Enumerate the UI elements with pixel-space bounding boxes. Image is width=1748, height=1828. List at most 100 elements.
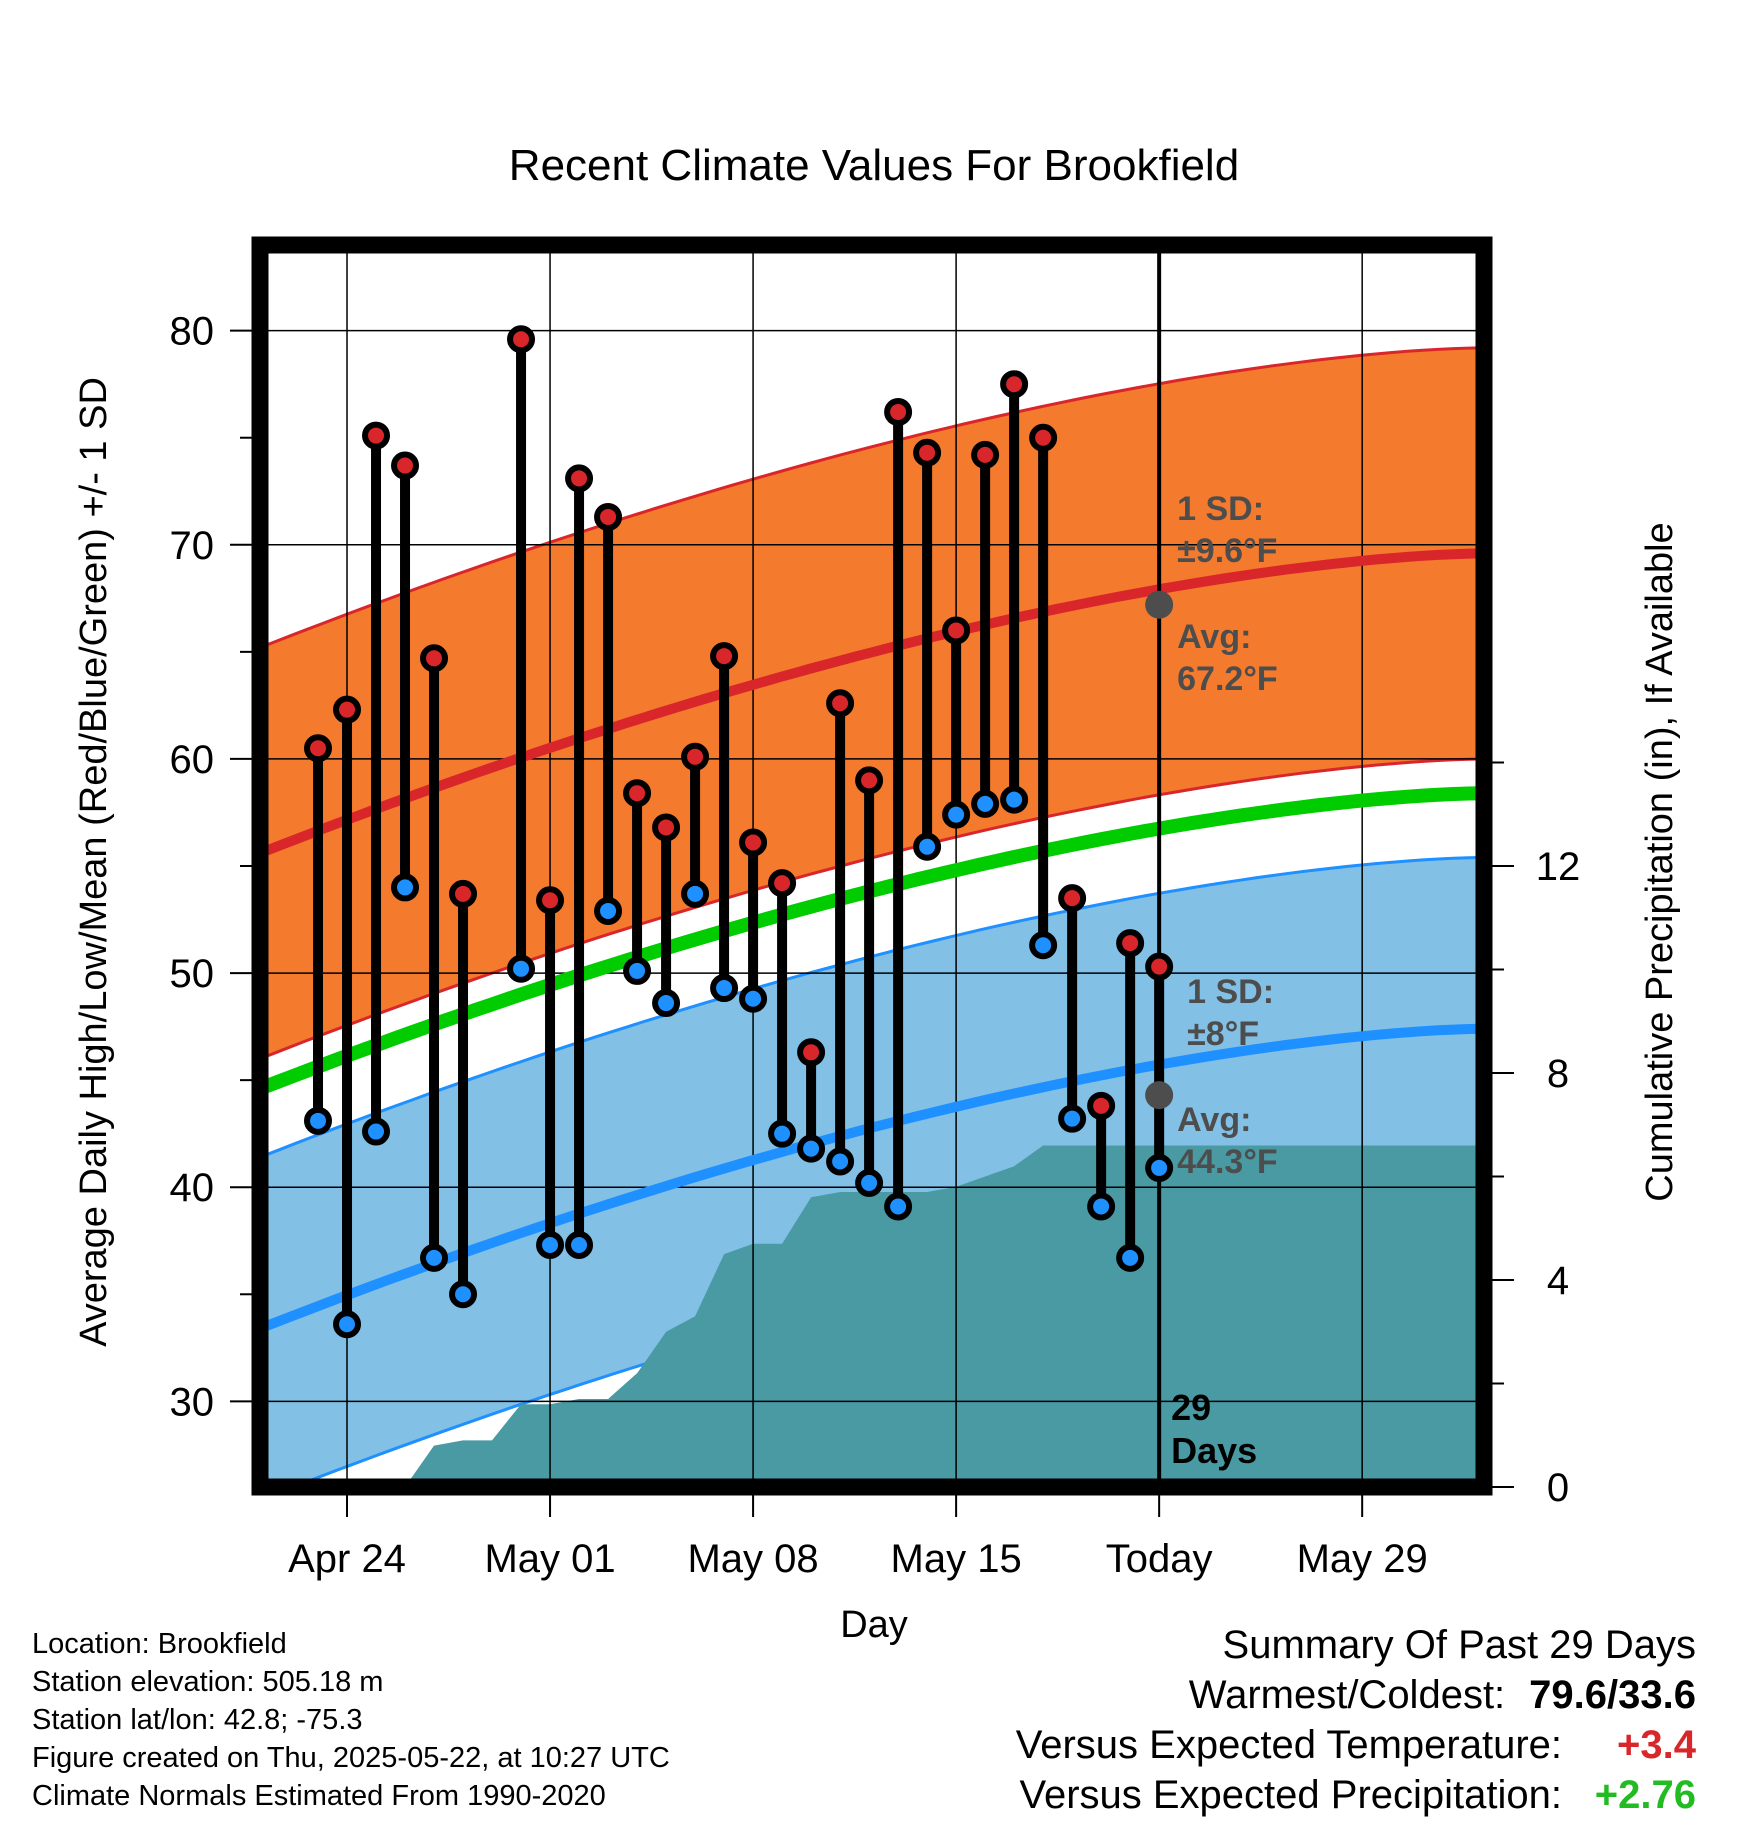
daily-low-point bbox=[1000, 785, 1029, 814]
axes: 30 40 50 60 70 80 0 4 8 12 Apr 24 May 01 May 08 May 1… bbox=[170, 236, 1581, 1581]
precip-diff-label: Versus Expected Precipitation: bbox=[1019, 1773, 1562, 1817]
daily-low-point bbox=[826, 1147, 855, 1176]
daily-low-point bbox=[739, 984, 768, 1013]
daily-high-point bbox=[420, 644, 449, 673]
y-left-tick-label: 30 bbox=[170, 1380, 215, 1424]
high-avg-label: Avg: bbox=[1177, 618, 1251, 656]
daily-high-point bbox=[1058, 884, 1087, 913]
daily-high-point bbox=[710, 642, 739, 671]
high-sd-upper-edge bbox=[260, 346, 1484, 649]
x-axis-label: Day bbox=[840, 1604, 908, 1646]
high-sd-label: 1 SD: bbox=[1177, 490, 1264, 528]
daily-low-point bbox=[942, 800, 971, 829]
daily-high-point bbox=[652, 813, 681, 842]
high-sd-value: ±9.6°F bbox=[1177, 532, 1277, 570]
daily-low-point bbox=[971, 789, 1000, 818]
daily-high-point bbox=[565, 464, 594, 493]
daily-high-point bbox=[855, 766, 884, 795]
y-left-tick-label: 80 bbox=[170, 310, 215, 354]
daily-high-point bbox=[304, 734, 333, 763]
summary-precipitation: Versus Expected Precipitation: +2.76 bbox=[1016, 1770, 1696, 1820]
summary-heading: Summary Of Past 29 Days bbox=[1222, 1623, 1696, 1667]
y-right-tick-label: 8 bbox=[1547, 1052, 1569, 1096]
summary-temperature: Versus Expected Temperature: +3.4 bbox=[1016, 1720, 1696, 1770]
daily-low-point bbox=[565, 1231, 594, 1260]
daily-low-point bbox=[855, 1168, 884, 1197]
daily-high-point bbox=[942, 616, 971, 645]
daily-low-point bbox=[710, 974, 739, 1003]
y-right-tick-label: 0 bbox=[1547, 1466, 1569, 1510]
daily-low-point bbox=[449, 1280, 478, 1309]
daily-low-point bbox=[623, 956, 652, 985]
daily-high-point bbox=[913, 438, 942, 467]
daily-low-point bbox=[362, 1117, 391, 1146]
temp-diff-label: Versus Expected Temperature: bbox=[1015, 1723, 1562, 1767]
low-sd-value: ±8°F bbox=[1187, 1015, 1259, 1053]
y-left-tick-label: 60 bbox=[170, 738, 215, 782]
y-axis-left-label: Average Daily High/Low/Mean (Red/Blue/Gr… bbox=[73, 377, 115, 1347]
daily-low-point bbox=[652, 989, 681, 1018]
daily-high-point bbox=[594, 502, 623, 531]
daily-high-point bbox=[681, 742, 710, 771]
today-low-avg-marker bbox=[1145, 1081, 1174, 1110]
x-tick-label: May 01 bbox=[484, 1537, 615, 1581]
today-high-avg-marker bbox=[1145, 590, 1174, 619]
daily-high-point bbox=[507, 325, 536, 354]
daily-low-point bbox=[507, 954, 536, 983]
warm-cold-label: Warmest/Coldest: bbox=[1188, 1673, 1506, 1717]
y-left-tick-label: 70 bbox=[170, 524, 215, 568]
y-axis-right-label: Cumulative Precipitation (in), If Availa… bbox=[1639, 522, 1681, 1201]
daily-low-point bbox=[594, 896, 623, 925]
daily-high-point bbox=[971, 440, 1000, 469]
daily-low-point bbox=[420, 1243, 449, 1272]
low-avg-label: Avg: bbox=[1177, 1101, 1251, 1139]
daily-high-point bbox=[1145, 952, 1174, 981]
daily-high-point bbox=[623, 779, 652, 808]
daily-high-point bbox=[1116, 929, 1145, 958]
warm-cold-value: 79.6/33.6 bbox=[1529, 1673, 1696, 1717]
y-left-tick-label: 40 bbox=[170, 1166, 215, 1210]
precip-diff-value: +2.76 bbox=[1594, 1773, 1696, 1817]
high-avg-value: 67.2°F bbox=[1177, 660, 1278, 698]
daily-low-point bbox=[913, 832, 942, 861]
x-tick-label: May 29 bbox=[1297, 1537, 1428, 1581]
x-tick-label: May 08 bbox=[687, 1537, 818, 1581]
daily-low-point bbox=[884, 1192, 913, 1221]
normals-text: Climate Normals Estimated From 1990-2020 bbox=[32, 1780, 606, 1812]
elevation-text: Station elevation: 505.18 m bbox=[32, 1666, 384, 1698]
days-count-number: 29 bbox=[1171, 1387, 1211, 1428]
daily-low-point bbox=[681, 879, 710, 908]
daily-low-point bbox=[1029, 931, 1058, 960]
daily-low-point bbox=[536, 1231, 565, 1260]
daily-high-point bbox=[768, 869, 797, 898]
station-info: Location: Brookfield Station elevation: … bbox=[32, 1625, 670, 1815]
y-left-tick-label: 50 bbox=[170, 952, 215, 996]
daily-high-point bbox=[1087, 1091, 1116, 1120]
normal-high-line bbox=[260, 548, 1484, 858]
daily-low-point bbox=[1087, 1192, 1116, 1221]
daily-high-point bbox=[797, 1038, 826, 1067]
days-count-label: Days bbox=[1171, 1430, 1257, 1471]
daily-low-point bbox=[304, 1106, 333, 1135]
daily-high-point bbox=[1029, 423, 1058, 452]
daily-low-point bbox=[768, 1119, 797, 1148]
low-sd-label: 1 SD: bbox=[1187, 973, 1274, 1011]
summary-panel: Summary Of Past 29 Days Warmest/Coldest:… bbox=[1016, 1620, 1696, 1820]
temp-diff-value: +3.4 bbox=[1617, 1723, 1696, 1767]
daily-high-point bbox=[449, 879, 478, 908]
chart-title: Recent Climate Values For Brookfield bbox=[509, 141, 1239, 190]
daily-low-point bbox=[1145, 1153, 1174, 1182]
daily-high-point bbox=[391, 451, 420, 480]
plot-clip-group bbox=[260, 245, 1484, 1487]
daily-high-point bbox=[536, 886, 565, 915]
daily-high-point bbox=[362, 421, 391, 450]
high-sd-band bbox=[260, 347, 1484, 1059]
daily-low-point bbox=[797, 1134, 826, 1163]
location-text: Location: Brookfield bbox=[32, 1628, 287, 1660]
summary-warm-cold: Warmest/Coldest: 79.6/33.6 bbox=[1016, 1670, 1696, 1720]
y-right-tick-label: 12 bbox=[1536, 845, 1581, 889]
created-text: Figure created on Thu, 2025-05-22, at 10… bbox=[32, 1742, 670, 1774]
x-tick-label: May 15 bbox=[891, 1537, 1022, 1581]
daily-low-point bbox=[333, 1310, 362, 1339]
